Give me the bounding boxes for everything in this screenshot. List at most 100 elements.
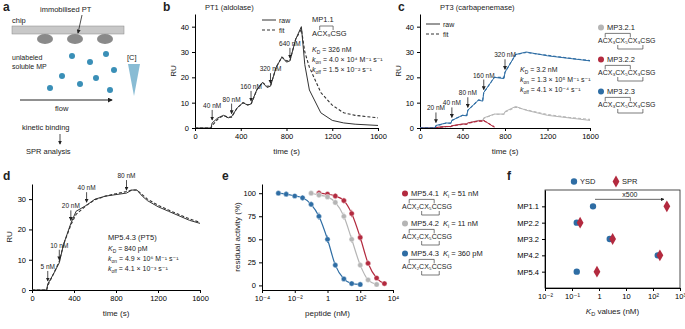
data-point (325, 194, 330, 199)
tick: 10⁻² (538, 288, 553, 301)
schematic: aimmobilised PTchipunlabeledsoluble MPfl… (3, 0, 140, 156)
tick: 400 (235, 128, 248, 141)
tick-mark (259, 193, 262, 194)
fit-line (420, 53, 590, 128)
tick: MP1.1 (517, 202, 545, 211)
tick-label: 25 (248, 258, 256, 267)
legend-label: MP3.2.1 (607, 23, 635, 32)
annotation: 640 nM (279, 40, 301, 47)
tick-mark (158, 290, 159, 293)
tick-label: MP2.2 (517, 219, 539, 228)
value: = 3.2 nM (528, 66, 558, 73)
sequence: ACX₂CX₅CCSG (402, 203, 452, 210)
axis-x: 10⁻²10⁻¹11010²10³ (538, 288, 685, 301)
axis-x: 10⁻⁴10⁻²110²10⁴ (255, 290, 400, 303)
tick: MP2.2 (517, 219, 545, 228)
tick-mark (378, 128, 379, 131)
peptide (93, 75, 99, 81)
tick-mark (680, 288, 681, 291)
tick: 1600 (370, 128, 387, 141)
value: = 360 pM (449, 249, 483, 258)
tick-mark (192, 128, 195, 129)
tick: 400 (68, 290, 81, 303)
tick-mark (417, 52, 420, 53)
raw-line (420, 106, 590, 128)
legend-swatch (426, 34, 440, 35)
sequence: ACX₂CX₅CCSG (402, 233, 452, 240)
tick-mark (29, 229, 32, 230)
kinetic-constant: KD = 840 pM (108, 245, 148, 254)
disulfide-bracket (409, 199, 434, 203)
kinetic-constant: KD = 326 nM (312, 46, 352, 55)
data-point (349, 281, 354, 286)
peptide-name: MP1.1 (312, 15, 334, 24)
legend-marker (613, 176, 620, 188)
data-point (292, 193, 297, 198)
inhibition-constant: Ki = 51 nM (443, 189, 479, 199)
tick-mark (241, 128, 242, 131)
tick-label: 0 (193, 132, 197, 141)
axis-x: 040080012001600 (30, 290, 208, 303)
panel: 040080012001600010203040ctime (s)RUPT3 (… (394, 0, 656, 156)
label: flow (55, 104, 69, 113)
tick: 1200 (540, 128, 557, 141)
tick: 800 (281, 128, 294, 141)
value: = 4.1 × 10⁻³ s⁻¹ (117, 265, 169, 272)
concentration-wedge (128, 64, 140, 96)
data-point (349, 211, 354, 216)
tick-mark (29, 199, 32, 200)
tick-mark (287, 128, 288, 131)
tick: 10³ (675, 288, 685, 301)
kinetic-constant: kon = 1.3 × 10⁵ M⁻¹ s⁻¹ (520, 76, 591, 85)
annotation: 80 nM (117, 172, 135, 179)
tick: 1200 (324, 128, 341, 141)
tick: 0 (418, 128, 422, 141)
tick: 30 (18, 195, 32, 204)
tick-label: 800 (110, 294, 123, 303)
data-point (333, 193, 338, 198)
annotation-arrow (289, 48, 290, 58)
legend-label: MP5.4.2 (411, 219, 439, 228)
tick-mark (116, 290, 117, 293)
title: MP5.4.3 (PT5) (108, 233, 157, 242)
axis-title: time (s) (103, 309, 130, 318)
disulfide-bracket (605, 33, 630, 37)
disulfide-bracket (320, 26, 333, 30)
value: = 1.5 × 10⁻² s⁻¹ (321, 66, 373, 73)
tick-label: 40 (406, 23, 414, 32)
axis-y: 010203040 (181, 15, 196, 133)
legend-label: fit (279, 27, 285, 34)
annotation: 5 nM (41, 263, 55, 270)
tick-mark (542, 206, 545, 207)
plot-area (420, 52, 590, 128)
axis-title: RU (394, 65, 403, 77)
data-point (316, 214, 321, 219)
tick-label: MP4.2 (517, 251, 539, 260)
tick-label: 1600 (192, 294, 209, 303)
tick-label: 10⁻⁴ (255, 294, 271, 303)
raw-line (32, 190, 200, 290)
inhibition-constant: Ki = 11 nM (443, 219, 478, 229)
kinetic-constant: kon = 4.0 × 10⁴ M⁻¹ s⁻¹ (312, 56, 383, 65)
data-point (594, 266, 601, 278)
tick: 1600 (192, 290, 209, 303)
sequence: ACX₂CX₅CCSG (402, 263, 452, 270)
flow-arrow (20, 100, 112, 101)
plot-area (32, 190, 200, 290)
tick: 800 (499, 128, 512, 141)
tick: 10⁴ (388, 290, 400, 303)
tick-label: 1200 (150, 294, 167, 303)
annotation-arrow (435, 112, 436, 122)
annotation: 320 nM (494, 51, 516, 58)
data-point (284, 192, 289, 197)
legend-label: MP3.2.3 (607, 87, 635, 96)
axis-y: MP1.1MP2.2MP3.2MP4.2MP5.4 (517, 191, 545, 289)
tick-mark (463, 128, 464, 131)
tick-label: 100 (243, 189, 256, 198)
annotation-arrow (231, 104, 232, 114)
tick: MP5.4 (517, 268, 545, 277)
annotation-arrow (126, 180, 127, 190)
tick: 10 (406, 99, 420, 108)
legend-label: fit (443, 31, 449, 38)
tick-mark (590, 128, 591, 131)
